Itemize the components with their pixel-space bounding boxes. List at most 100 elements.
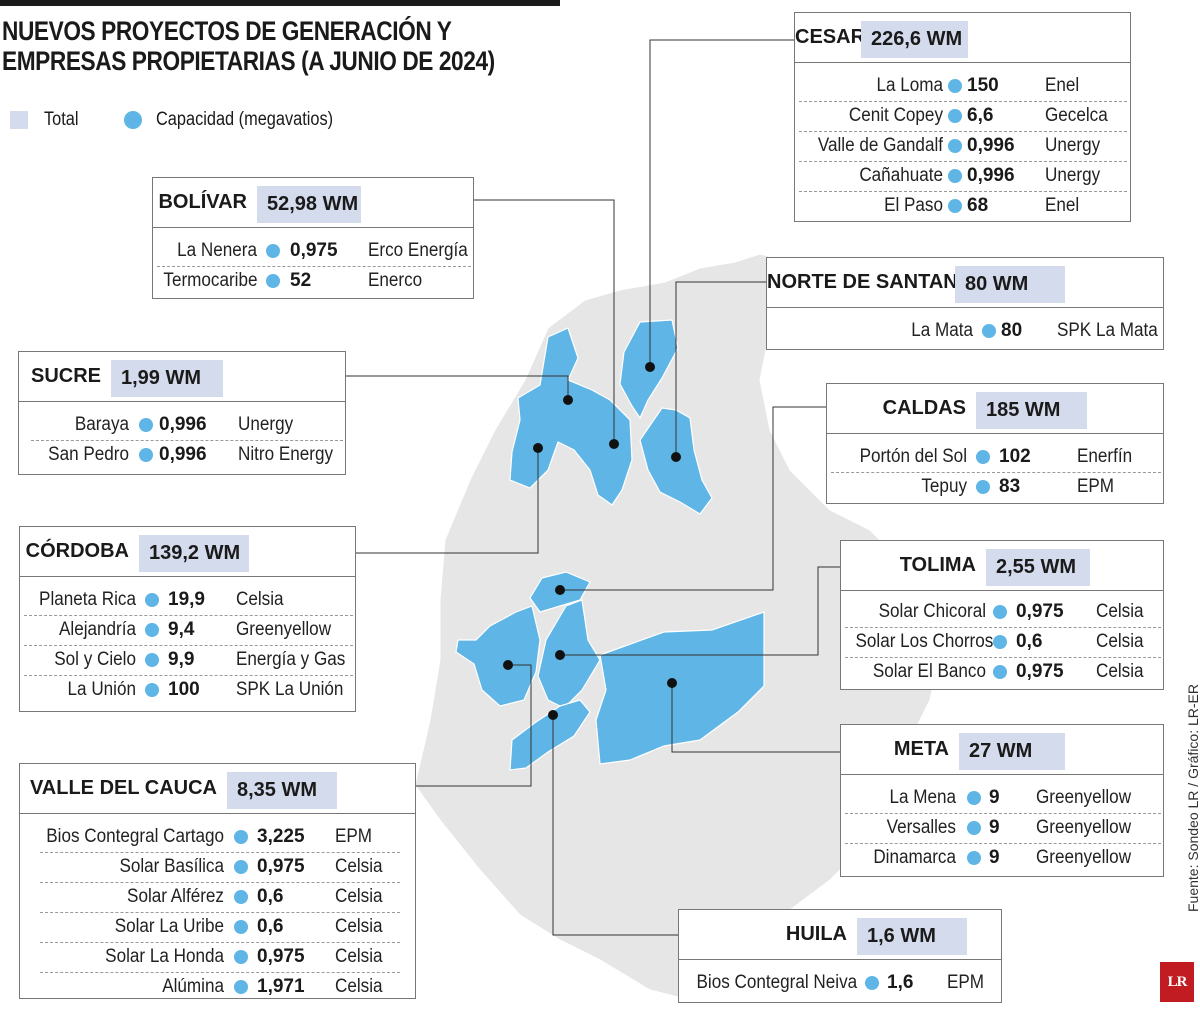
capacity-dot-icon bbox=[234, 860, 248, 874]
capacity-dot-icon bbox=[234, 890, 248, 904]
connector-huila bbox=[552, 715, 678, 936]
project-company: Unergy bbox=[1045, 135, 1101, 156]
row-divider bbox=[31, 440, 343, 441]
project-location: La Mata bbox=[911, 320, 973, 341]
department-name: BOLÍVAR bbox=[158, 191, 247, 213]
project-row: Portón del Sol 102 Enerfín bbox=[827, 442, 1163, 472]
project-capacity: 102 bbox=[999, 446, 1031, 467]
connector-caldas bbox=[560, 406, 826, 591]
dot-valle-del-cauca bbox=[503, 660, 513, 670]
card-header: SUCRE 1,99 WM bbox=[19, 352, 345, 402]
project-capacity: 0,996 bbox=[967, 165, 1015, 186]
capacity-dot-icon bbox=[948, 169, 962, 183]
project-capacity: 0,996 bbox=[159, 414, 207, 435]
project-row: Planeta Rica 19,9 Celsia bbox=[20, 585, 355, 615]
project-company: EPM bbox=[1077, 476, 1115, 497]
region-meta bbox=[595, 611, 765, 765]
project-capacity: 9 bbox=[989, 817, 1000, 838]
capacity-dot-icon bbox=[266, 244, 280, 258]
department-name: HUILA bbox=[785, 923, 847, 945]
project-row: Alejandría 9,4 Greenyellow bbox=[20, 615, 355, 645]
connector-meta bbox=[671, 683, 840, 753]
capacity-dot-icon bbox=[234, 830, 248, 844]
project-row: Solar La Uribe 0,6 Celsia bbox=[20, 912, 415, 942]
department-name: CÓRDOBA bbox=[25, 540, 129, 562]
region-tolima bbox=[537, 599, 601, 709]
project-row: Solar Alférez 0,6 Celsia bbox=[20, 882, 415, 912]
row-divider bbox=[24, 615, 353, 616]
dot-cordoba bbox=[533, 443, 543, 453]
capacity-dot-icon bbox=[993, 665, 1007, 679]
project-location: El Paso bbox=[884, 195, 943, 216]
capacity-dot-icon bbox=[145, 683, 159, 697]
source-credit: Fuente: Sondeo LR / Gráfico: LR-ER bbox=[1185, 684, 1200, 912]
project-company: Enel bbox=[1045, 195, 1080, 216]
project-company: Greenyellow bbox=[1036, 847, 1132, 868]
dot-tolima bbox=[555, 650, 565, 660]
project-capacity: 6,6 bbox=[967, 105, 994, 126]
project-location: Alúmina bbox=[162, 976, 224, 997]
project-location: La Loma bbox=[876, 75, 943, 96]
row-divider bbox=[831, 472, 1161, 473]
chart-title: NUEVOS PROYECTOS DE GENERACIÓN Y EMPRESA… bbox=[2, 16, 495, 76]
row-divider bbox=[40, 912, 400, 913]
project-company: Greenyellow bbox=[1036, 817, 1132, 838]
project-company: Celsia bbox=[1096, 661, 1144, 682]
project-capacity: 0,975 bbox=[1016, 601, 1064, 622]
capacity-dot-icon bbox=[982, 324, 996, 338]
project-company: EPM bbox=[947, 972, 985, 993]
project-capacity: 0,996 bbox=[967, 135, 1015, 156]
card-cesar: CESAR 226,6 WM La Loma 150 Enel Cenit Copey 6,… bbox=[794, 12, 1131, 222]
project-row: Dinamarca 9 Greenyellow bbox=[841, 843, 1163, 873]
project-capacity: 9,4 bbox=[168, 619, 195, 640]
project-company: EPM bbox=[335, 826, 373, 847]
row-divider bbox=[24, 645, 353, 646]
project-capacity: 1,971 bbox=[257, 976, 305, 997]
row-divider bbox=[799, 131, 1127, 132]
project-row: Valle de Gandalf 0,996 Unergy bbox=[795, 131, 1130, 161]
department-name: CALDAS bbox=[882, 397, 966, 419]
project-company: Celsia bbox=[1096, 631, 1144, 652]
region-huila bbox=[509, 699, 591, 771]
card-bolivar: BOLÍVAR 52,98 WM La Nenera 0,975 Erco Energí… bbox=[152, 177, 474, 299]
project-location: Tepuy bbox=[921, 476, 967, 497]
row-divider bbox=[799, 101, 1127, 102]
project-company: Unergy bbox=[238, 414, 294, 435]
project-location: San Pedro bbox=[48, 444, 129, 465]
project-capacity: 80 bbox=[1001, 320, 1023, 341]
project-location: Cañahuate bbox=[859, 165, 943, 186]
capacity-dot-icon bbox=[139, 418, 153, 432]
project-location: Dinamarca bbox=[873, 847, 956, 868]
capacity-dot-icon bbox=[976, 450, 990, 464]
project-row: Alúmina 1,971 Celsia bbox=[20, 972, 415, 1002]
project-capacity: 9 bbox=[989, 787, 1000, 808]
department-name: NORTE DE SANTANDER bbox=[767, 271, 1000, 293]
card-header: NORTE DE SANTANDER 80 WM bbox=[767, 258, 1163, 308]
row-divider bbox=[157, 266, 471, 267]
capacity-dot-icon bbox=[976, 480, 990, 494]
connector-norte-de-santander bbox=[675, 281, 766, 457]
card-header: CÓRDOBA 139,2 WM bbox=[20, 527, 355, 577]
project-row: Tepuy 83 EPM bbox=[827, 472, 1163, 502]
dot-cesar bbox=[645, 362, 655, 372]
project-capacity: 9 bbox=[989, 847, 1000, 868]
capacity-dot-icon bbox=[948, 139, 962, 153]
legend-total-label: Total bbox=[44, 109, 79, 130]
project-location: Termocaribe bbox=[163, 270, 258, 291]
title-rule bbox=[0, 0, 560, 6]
capacity-dot-icon bbox=[145, 653, 159, 667]
project-row: La Mata 80 SPK La Mata bbox=[767, 316, 1163, 346]
project-location: Solar La Uribe bbox=[114, 916, 224, 937]
project-location: Solar Basílica bbox=[119, 856, 224, 877]
card-header: CALDAS 185 WM bbox=[827, 384, 1163, 434]
region-sucre-bolivar bbox=[509, 327, 633, 506]
project-location: La Unión bbox=[67, 679, 136, 700]
row-divider bbox=[40, 852, 400, 853]
card-norte-de-santander: NORTE DE SANTANDER 80 WM La Mata 80 SPK La M… bbox=[766, 257, 1164, 350]
project-company: Enerco bbox=[368, 270, 423, 291]
project-capacity: 19,9 bbox=[168, 589, 205, 610]
project-row: Bios Contegral Cartago 3,225 EPM bbox=[20, 822, 415, 852]
project-capacity: 0,996 bbox=[159, 444, 207, 465]
capacity-dot-icon bbox=[948, 109, 962, 123]
